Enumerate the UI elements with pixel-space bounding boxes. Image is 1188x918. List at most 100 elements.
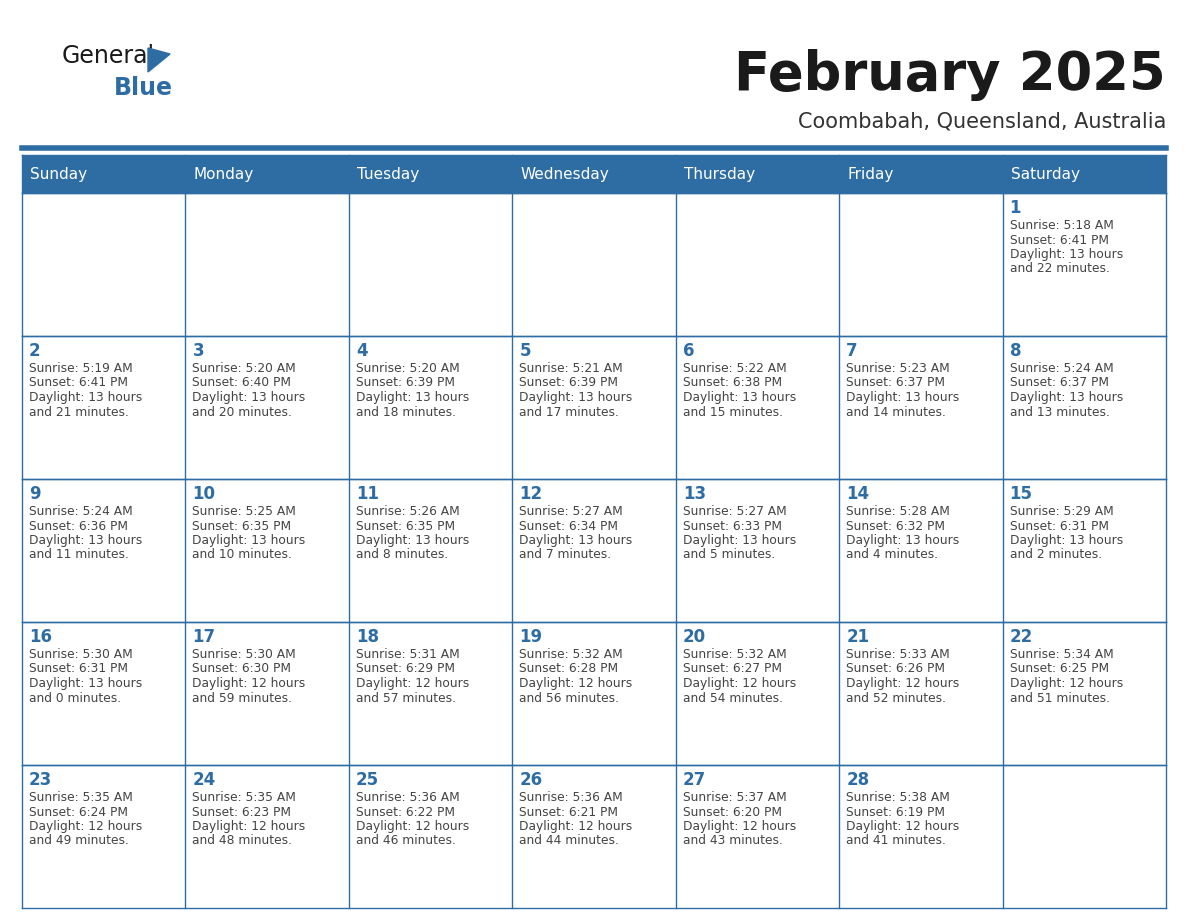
Bar (1003, 479, 1165, 622)
Bar (1003, 622, 1165, 765)
Bar (839, 622, 1003, 765)
Text: and 13 minutes.: and 13 minutes. (1010, 406, 1110, 419)
Bar (185, 193, 349, 336)
Text: Sunset: 6:23 PM: Sunset: 6:23 PM (192, 805, 291, 819)
Bar (349, 193, 512, 336)
Text: 14: 14 (846, 485, 870, 503)
Text: Sunset: 6:39 PM: Sunset: 6:39 PM (519, 376, 618, 389)
Bar (185, 622, 349, 765)
Text: 12: 12 (519, 485, 543, 503)
Text: and 5 minutes.: and 5 minutes. (683, 548, 775, 562)
Text: Sunset: 6:40 PM: Sunset: 6:40 PM (192, 376, 291, 389)
Text: Sunset: 6:27 PM: Sunset: 6:27 PM (683, 663, 782, 676)
Text: General: General (62, 44, 156, 68)
Polygon shape (148, 48, 170, 72)
Text: Sunset: 6:30 PM: Sunset: 6:30 PM (192, 663, 291, 676)
Bar (185, 336, 349, 479)
Bar (23, 479, 185, 622)
Bar (1003, 765, 1165, 908)
Text: Sunset: 6:35 PM: Sunset: 6:35 PM (356, 520, 455, 532)
Bar (23, 193, 185, 336)
Text: Daylight: 12 hours: Daylight: 12 hours (192, 677, 305, 690)
Text: Daylight: 12 hours: Daylight: 12 hours (519, 677, 632, 690)
Bar (839, 336, 1003, 479)
Text: Sunrise: 5:27 AM: Sunrise: 5:27 AM (519, 505, 623, 518)
Text: and 54 minutes.: and 54 minutes. (683, 691, 783, 704)
Text: and 21 minutes.: and 21 minutes. (29, 406, 128, 419)
Text: and 46 minutes.: and 46 minutes. (356, 834, 456, 847)
Text: 19: 19 (519, 628, 543, 646)
Text: Sunset: 6:24 PM: Sunset: 6:24 PM (29, 805, 128, 819)
Text: and 7 minutes.: and 7 minutes. (519, 548, 612, 562)
Text: Sunrise: 5:24 AM: Sunrise: 5:24 AM (1010, 362, 1113, 375)
Text: Sunset: 6:36 PM: Sunset: 6:36 PM (29, 520, 128, 532)
Text: Sunrise: 5:32 AM: Sunrise: 5:32 AM (519, 648, 623, 661)
Text: Sunset: 6:29 PM: Sunset: 6:29 PM (356, 663, 455, 676)
Bar (23, 336, 185, 479)
Text: and 49 minutes.: and 49 minutes. (29, 834, 128, 847)
Text: Sunrise: 5:30 AM: Sunrise: 5:30 AM (192, 648, 296, 661)
Text: Daylight: 13 hours: Daylight: 13 hours (192, 391, 305, 404)
Text: 17: 17 (192, 628, 215, 646)
Text: and 43 minutes.: and 43 minutes. (683, 834, 783, 847)
Text: 28: 28 (846, 771, 870, 789)
Text: 18: 18 (356, 628, 379, 646)
Text: February 2025: February 2025 (734, 49, 1165, 101)
Text: 7: 7 (846, 342, 858, 360)
Text: Sunrise: 5:31 AM: Sunrise: 5:31 AM (356, 648, 460, 661)
Text: Blue: Blue (114, 76, 173, 100)
Text: Daylight: 13 hours: Daylight: 13 hours (846, 534, 960, 547)
Text: Sunrise: 5:36 AM: Sunrise: 5:36 AM (519, 791, 623, 804)
Text: and 48 minutes.: and 48 minutes. (192, 834, 292, 847)
Bar (839, 155, 1003, 193)
Text: Monday: Monday (194, 166, 254, 182)
Text: Sunset: 6:35 PM: Sunset: 6:35 PM (192, 520, 291, 532)
Text: Friday: Friday (847, 166, 893, 182)
Bar (349, 765, 512, 908)
Text: Sunset: 6:21 PM: Sunset: 6:21 PM (519, 805, 618, 819)
Text: Daylight: 12 hours: Daylight: 12 hours (356, 677, 469, 690)
Text: and 52 minutes.: and 52 minutes. (846, 691, 946, 704)
Text: 20: 20 (683, 628, 706, 646)
Text: Sunset: 6:31 PM: Sunset: 6:31 PM (29, 663, 128, 676)
Text: 21: 21 (846, 628, 870, 646)
Text: Daylight: 13 hours: Daylight: 13 hours (519, 534, 632, 547)
Text: and 18 minutes.: and 18 minutes. (356, 406, 456, 419)
Text: and 8 minutes.: and 8 minutes. (356, 548, 448, 562)
Text: 26: 26 (519, 771, 543, 789)
Bar (349, 622, 512, 765)
Text: Sunrise: 5:35 AM: Sunrise: 5:35 AM (29, 791, 133, 804)
Text: Daylight: 13 hours: Daylight: 13 hours (519, 391, 632, 404)
Text: and 17 minutes.: and 17 minutes. (519, 406, 619, 419)
Text: and 59 minutes.: and 59 minutes. (192, 691, 292, 704)
Text: Sunset: 6:41 PM: Sunset: 6:41 PM (1010, 233, 1108, 247)
Text: and 10 minutes.: and 10 minutes. (192, 548, 292, 562)
Bar (676, 193, 839, 336)
Text: Daylight: 13 hours: Daylight: 13 hours (356, 534, 469, 547)
Bar (349, 155, 512, 193)
Bar (676, 479, 839, 622)
Text: 24: 24 (192, 771, 216, 789)
Text: Sunset: 6:41 PM: Sunset: 6:41 PM (29, 376, 128, 389)
Text: Sunset: 6:31 PM: Sunset: 6:31 PM (1010, 520, 1108, 532)
Text: Sunrise: 5:30 AM: Sunrise: 5:30 AM (29, 648, 133, 661)
Text: Sunset: 6:39 PM: Sunset: 6:39 PM (356, 376, 455, 389)
Bar (512, 622, 676, 765)
Bar (839, 193, 1003, 336)
Bar (1003, 155, 1165, 193)
Bar (23, 155, 185, 193)
Bar (676, 622, 839, 765)
Text: 16: 16 (29, 628, 52, 646)
Bar (512, 765, 676, 908)
Text: Sunset: 6:37 PM: Sunset: 6:37 PM (1010, 376, 1108, 389)
Text: Sunrise: 5:33 AM: Sunrise: 5:33 AM (846, 648, 950, 661)
Text: 4: 4 (356, 342, 367, 360)
Text: and 15 minutes.: and 15 minutes. (683, 406, 783, 419)
Text: Sunset: 6:25 PM: Sunset: 6:25 PM (1010, 663, 1108, 676)
Text: 27: 27 (683, 771, 706, 789)
Bar (512, 336, 676, 479)
Bar (512, 155, 676, 193)
Bar (512, 193, 676, 336)
Text: Sunrise: 5:34 AM: Sunrise: 5:34 AM (1010, 648, 1113, 661)
Bar (1003, 193, 1165, 336)
